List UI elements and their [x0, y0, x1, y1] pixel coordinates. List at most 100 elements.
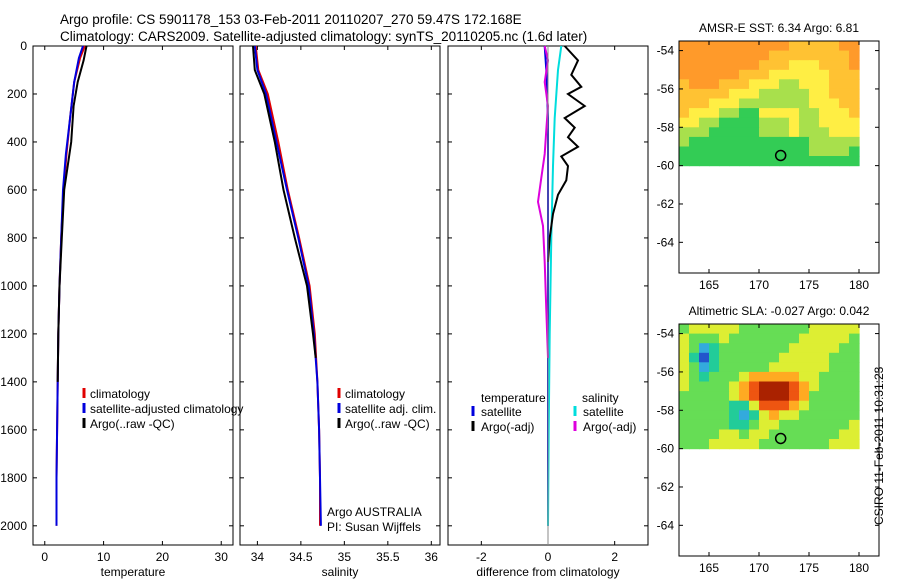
heatmap-cell — [679, 352, 690, 363]
heatmap-cell — [679, 88, 690, 100]
depth-tick-label: 1200 — [0, 327, 27, 341]
heatmap-cell — [769, 60, 780, 71]
heatmap-cell — [699, 108, 710, 119]
heatmap-cell — [709, 429, 720, 440]
heatmap-cell — [679, 108, 690, 119]
heatmap-cell — [679, 146, 690, 157]
heatmap-cell — [689, 69, 700, 80]
heatmap-cell — [759, 88, 770, 100]
heatmap-cell — [849, 324, 860, 335]
heatmap-cell — [719, 127, 730, 138]
temperature-plot-frame — [32, 45, 234, 546]
heatmap-cell — [709, 60, 720, 71]
sla-map-title: Altimetric SLA: -0.027 Argo: 0.042 — [689, 304, 870, 318]
heatmap-cell — [819, 381, 830, 392]
heatmap-cell — [819, 333, 830, 344]
heatmap-cell — [789, 69, 800, 80]
heatmap-cell — [799, 419, 810, 431]
heatmap-cell — [809, 41, 820, 52]
heatmap-cell — [829, 98, 840, 109]
difference-legend-entry: satellite — [583, 405, 624, 419]
heatmap-cell — [789, 343, 800, 354]
heatmap-cell — [789, 156, 800, 167]
heatmap-cell — [839, 79, 850, 90]
heatmap-cell — [729, 108, 740, 119]
heatmap-cell — [679, 400, 690, 411]
heatmap-cell — [839, 136, 850, 148]
heatmap-cell — [829, 79, 840, 90]
difference-legend-entry: Argo(-adj) — [583, 420, 636, 434]
heatmap-cell — [689, 41, 700, 52]
heatmap-cell — [769, 41, 780, 52]
temperature-legend-entry: satellite-adjusted climatology — [90, 402, 243, 416]
heatmap-cell — [749, 419, 760, 431]
heatmap-cell — [699, 136, 710, 148]
heatmap-cell — [719, 50, 730, 61]
heatmap-cell — [809, 362, 820, 373]
heatmap-cell — [689, 88, 700, 100]
heatmap-cell — [699, 400, 710, 411]
heatmap-cell — [819, 391, 830, 402]
heatmap-cell — [769, 136, 780, 148]
heatmap-cell — [719, 333, 730, 344]
depth-tick-label: 2000 — [0, 519, 27, 533]
heatmap-cell — [719, 88, 730, 100]
sla-lat-tick-label: -56 — [657, 365, 675, 379]
heatmap-cell — [679, 419, 690, 431]
heatmap-cell — [809, 439, 820, 450]
salinity-xlabel: salinity — [322, 565, 359, 579]
heatmap-cell — [779, 410, 790, 421]
heatmap-cell — [719, 439, 730, 450]
heatmap-cell — [809, 156, 820, 167]
heatmap-cell — [779, 108, 790, 119]
heatmap-cell — [789, 419, 800, 431]
heatmap-cell — [819, 88, 830, 100]
heatmap-cell — [799, 429, 810, 440]
heatmap-cell — [779, 439, 790, 450]
heatmap-cell — [769, 108, 780, 119]
depth-tick-label: 600 — [7, 183, 27, 197]
heatmap-cell — [709, 400, 720, 411]
heatmap-cell — [769, 371, 780, 383]
heatmap-cell — [749, 439, 760, 450]
timestamp-label: CSIRO 11-Feb-2011 10:31:23 — [872, 366, 886, 525]
heatmap-cell — [679, 324, 690, 335]
heatmap-cell — [819, 146, 830, 157]
heatmap-cell — [829, 362, 840, 373]
heatmap-cell — [779, 50, 790, 61]
depth-tick-label: 1400 — [0, 375, 27, 389]
heatmap-cell — [689, 352, 700, 363]
difference-legend-entry: Argo(-adj) — [481, 420, 534, 434]
heatmap-cell — [729, 136, 740, 148]
heatmap-cell — [679, 50, 690, 61]
sla-lon-tick-label: 165 — [699, 561, 719, 575]
heatmap-cell — [749, 69, 760, 80]
heatmap-cell — [759, 136, 770, 148]
heatmap-cell — [689, 156, 700, 167]
heatmap-cell — [819, 362, 830, 373]
heatmap-cell — [839, 391, 850, 402]
heatmap-cell — [679, 429, 690, 440]
heatmap-cell — [759, 98, 770, 109]
heatmap-cell — [799, 381, 810, 392]
heatmap-cell — [699, 117, 710, 128]
sst-lon-tick-label: 180 — [849, 278, 869, 292]
sla-lat-tick-label: -62 — [657, 480, 675, 494]
heatmap-cell — [739, 60, 750, 71]
heatmap-cell — [849, 60, 860, 71]
heatmap-cell — [709, 391, 720, 402]
heatmap-cell — [729, 41, 740, 52]
heatmap-cell — [769, 352, 780, 363]
heatmap-cell — [779, 88, 790, 100]
heatmap-cell — [809, 146, 820, 157]
heatmap-cell — [739, 108, 750, 119]
heatmap-cell — [749, 352, 760, 363]
heatmap-cell — [789, 41, 800, 52]
heatmap-cell — [709, 88, 720, 100]
heatmap-cell — [849, 371, 860, 383]
heatmap-cell — [769, 343, 780, 354]
heatmap-cell — [749, 362, 760, 373]
heatmap-cell — [839, 419, 850, 431]
heatmap-cell — [769, 117, 780, 128]
salinity-plot-frame — [239, 45, 441, 546]
